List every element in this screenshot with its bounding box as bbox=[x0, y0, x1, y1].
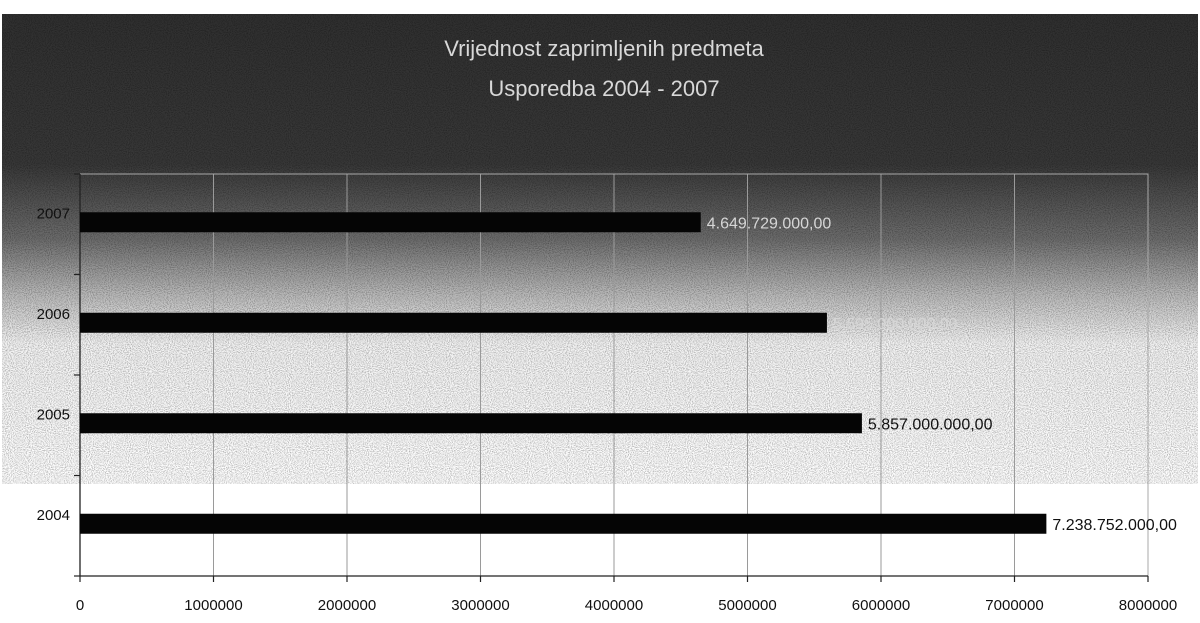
y-tick-label-2005: 2005 bbox=[37, 406, 70, 423]
data-label-2005: 5.857.000.000,00 bbox=[868, 416, 993, 433]
x-tick-label: 0 bbox=[76, 597, 84, 614]
bar-series bbox=[80, 212, 1047, 534]
bar-2005 bbox=[80, 413, 862, 434]
x-axis-ticks: 0 1000000 2000000 3000000 4000000 5000000 6000… bbox=[76, 576, 1177, 614]
data-labels: 7.238.752.000,00 5.857.000.000,00 5.595.00… bbox=[707, 215, 1177, 534]
x-tick-label: 8000000 bbox=[1119, 597, 1177, 614]
x-tick-label: 3000000 bbox=[451, 597, 509, 614]
data-label-2006: 5.595.000.000,00 bbox=[833, 316, 958, 333]
bar-2004 bbox=[80, 513, 1047, 534]
y-tick-label-2007: 2007 bbox=[37, 205, 70, 222]
bar-2007 bbox=[80, 212, 701, 233]
x-tick-label: 4000000 bbox=[585, 597, 643, 614]
x-tick-label: 5000000 bbox=[718, 597, 776, 614]
data-label-2004: 7.238.752.000,00 bbox=[1052, 517, 1177, 534]
y-tick-label-2004: 2004 bbox=[37, 507, 70, 524]
x-tick-label: 2000000 bbox=[318, 597, 376, 614]
y-tick-label-2006: 2006 bbox=[37, 306, 70, 323]
y-axis-ticks: 2004 2005 2006 2007 bbox=[37, 173, 80, 577]
chart-subtitle: Usporedba 2004 - 2007 bbox=[488, 76, 719, 101]
x-tick-label: 6000000 bbox=[852, 597, 910, 614]
x-tick-label: 7000000 bbox=[985, 597, 1043, 614]
chart-title: Vrijednost zaprimljenih predmeta bbox=[444, 36, 764, 61]
data-label-2007: 4.649.729.000,00 bbox=[707, 215, 832, 232]
scan-grain bbox=[2, 14, 1198, 484]
bar-2006 bbox=[80, 312, 827, 333]
x-tick-label: 1000000 bbox=[184, 597, 242, 614]
